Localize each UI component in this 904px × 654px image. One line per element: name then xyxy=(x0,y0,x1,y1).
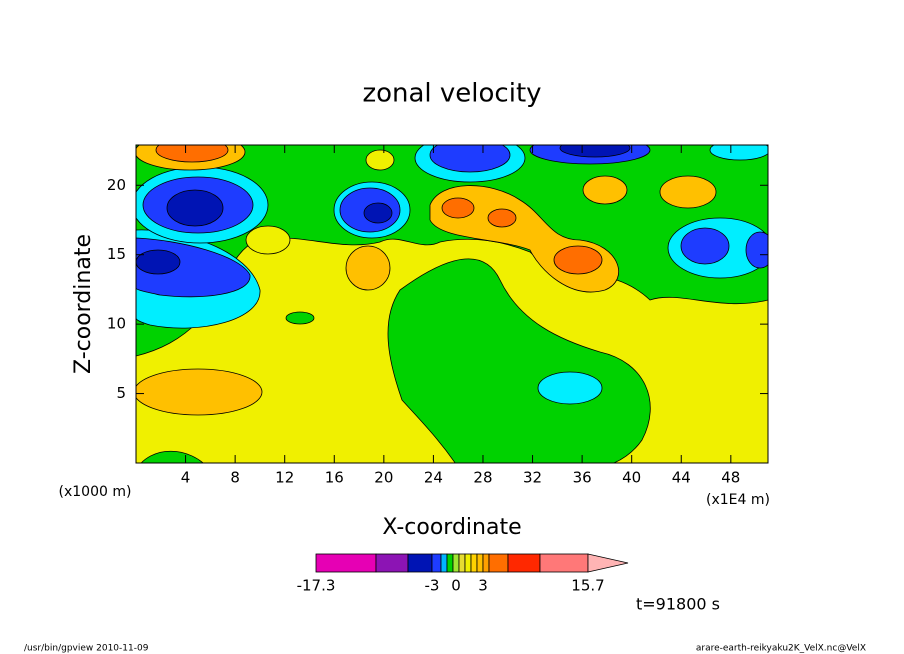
chart-title: zonal velocity xyxy=(362,79,541,109)
colorbar-segment xyxy=(482,553,490,573)
region xyxy=(345,245,391,291)
colorbar-segment xyxy=(488,553,509,573)
region xyxy=(709,145,768,161)
colorbar-segment xyxy=(375,553,409,573)
colorbar-segment xyxy=(458,553,466,573)
footer-left: /usr/bin/gpview 2010-11-09 xyxy=(24,644,149,654)
region xyxy=(245,225,291,255)
x-unit: (x1000 m) xyxy=(59,484,132,500)
colorbar-tick-label: -3 xyxy=(425,577,440,595)
region xyxy=(166,189,224,227)
colorbar-segment xyxy=(452,553,460,573)
x-tick-label: 48 xyxy=(721,469,740,487)
x-tick-label: 44 xyxy=(672,469,691,487)
region xyxy=(582,175,628,205)
region xyxy=(680,227,730,265)
y-axis-label: Z-coordinate xyxy=(71,234,96,374)
x-tick-label: 32 xyxy=(523,469,542,487)
x-scale-note: (x1E4 m) xyxy=(706,492,770,508)
region xyxy=(136,249,181,275)
colorbar-segment xyxy=(431,553,442,573)
colorbar-segment xyxy=(464,553,472,573)
colorbar-segment xyxy=(476,553,484,573)
colorbar-segment xyxy=(446,553,454,573)
y-tick-label: 15 xyxy=(107,245,126,263)
colorbar-segment xyxy=(507,553,541,573)
region xyxy=(387,258,651,463)
region xyxy=(285,311,315,325)
x-tick-label: 36 xyxy=(573,469,592,487)
contour-field xyxy=(136,145,768,463)
region xyxy=(553,245,603,275)
y-tick-label: 20 xyxy=(107,176,126,194)
footer-right: arare-earth-reikyaku2K_VelX.nc@VelX xyxy=(696,644,866,654)
colorbar-tick-label: 15.7 xyxy=(571,577,604,595)
region xyxy=(429,145,511,173)
region xyxy=(155,145,229,163)
x-tick-label: 12 xyxy=(275,469,294,487)
x-tick-label: 24 xyxy=(424,469,443,487)
x-tick-label: 4 xyxy=(181,469,191,487)
colorbar-segment xyxy=(407,553,433,573)
region xyxy=(140,451,204,463)
region xyxy=(659,175,717,209)
region xyxy=(441,197,475,219)
x-axis-label: X-coordinate xyxy=(382,515,521,540)
colorbar-tick-label: 3 xyxy=(478,577,488,595)
x-tick-label: 8 xyxy=(230,469,240,487)
x-tick-label: 16 xyxy=(325,469,344,487)
region xyxy=(487,208,517,228)
region xyxy=(136,368,263,416)
x-tick-label: 20 xyxy=(374,469,393,487)
y-tick-label: 5 xyxy=(116,384,126,402)
colorbar-tick-label: -17.3 xyxy=(297,577,336,595)
colorbar-segment xyxy=(470,553,478,573)
region xyxy=(365,149,395,171)
colorbar-extension xyxy=(587,553,629,573)
region xyxy=(745,231,768,269)
colorbar-tick-label: 0 xyxy=(451,577,461,595)
colorbar-segment xyxy=(315,553,377,573)
colorbar-segment xyxy=(440,553,448,573)
region xyxy=(363,202,393,224)
x-tick-label: 40 xyxy=(622,469,641,487)
annotation: t=91800 s xyxy=(636,595,720,614)
y-tick-label: 10 xyxy=(107,315,126,333)
region xyxy=(537,371,603,405)
plot-frame xyxy=(135,144,769,464)
x-tick-label: 28 xyxy=(473,469,492,487)
region xyxy=(559,145,631,158)
colorbar-segment xyxy=(539,553,589,573)
